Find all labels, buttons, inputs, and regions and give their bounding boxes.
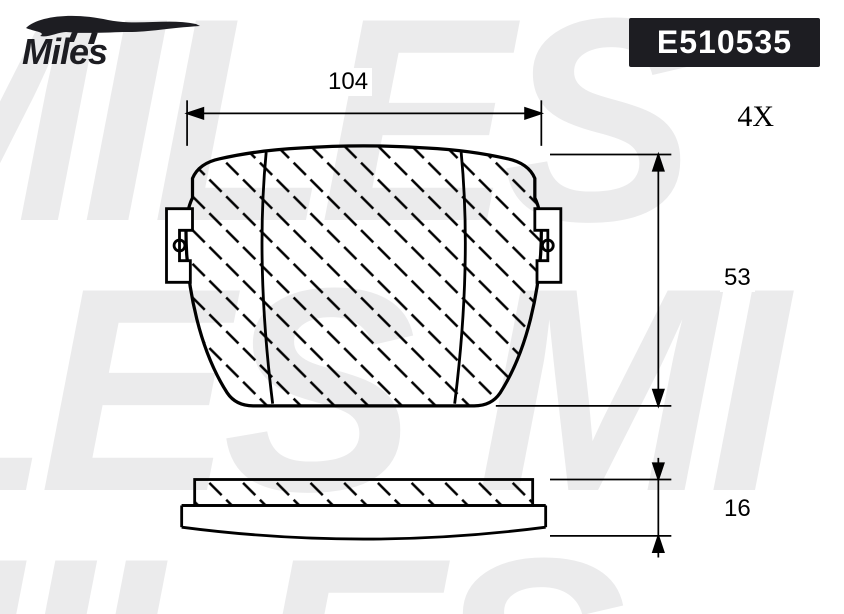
brake-pad-face: [160, 135, 572, 417]
part-code-box: E510535: [629, 18, 820, 67]
dim-height-value: 53: [720, 264, 755, 292]
technical-drawing: 104 53 16: [60, 70, 780, 590]
dim-thickness: [550, 458, 671, 558]
brake-pad-side: [182, 480, 546, 540]
dim-width-value: 104: [324, 68, 372, 96]
miles-logo: Miles: [18, 10, 208, 75]
part-code: E510535: [657, 24, 792, 61]
dim-width: [187, 100, 541, 146]
logo-text: Miles: [22, 31, 107, 70]
dim-thickness-value: 16: [720, 495, 755, 523]
